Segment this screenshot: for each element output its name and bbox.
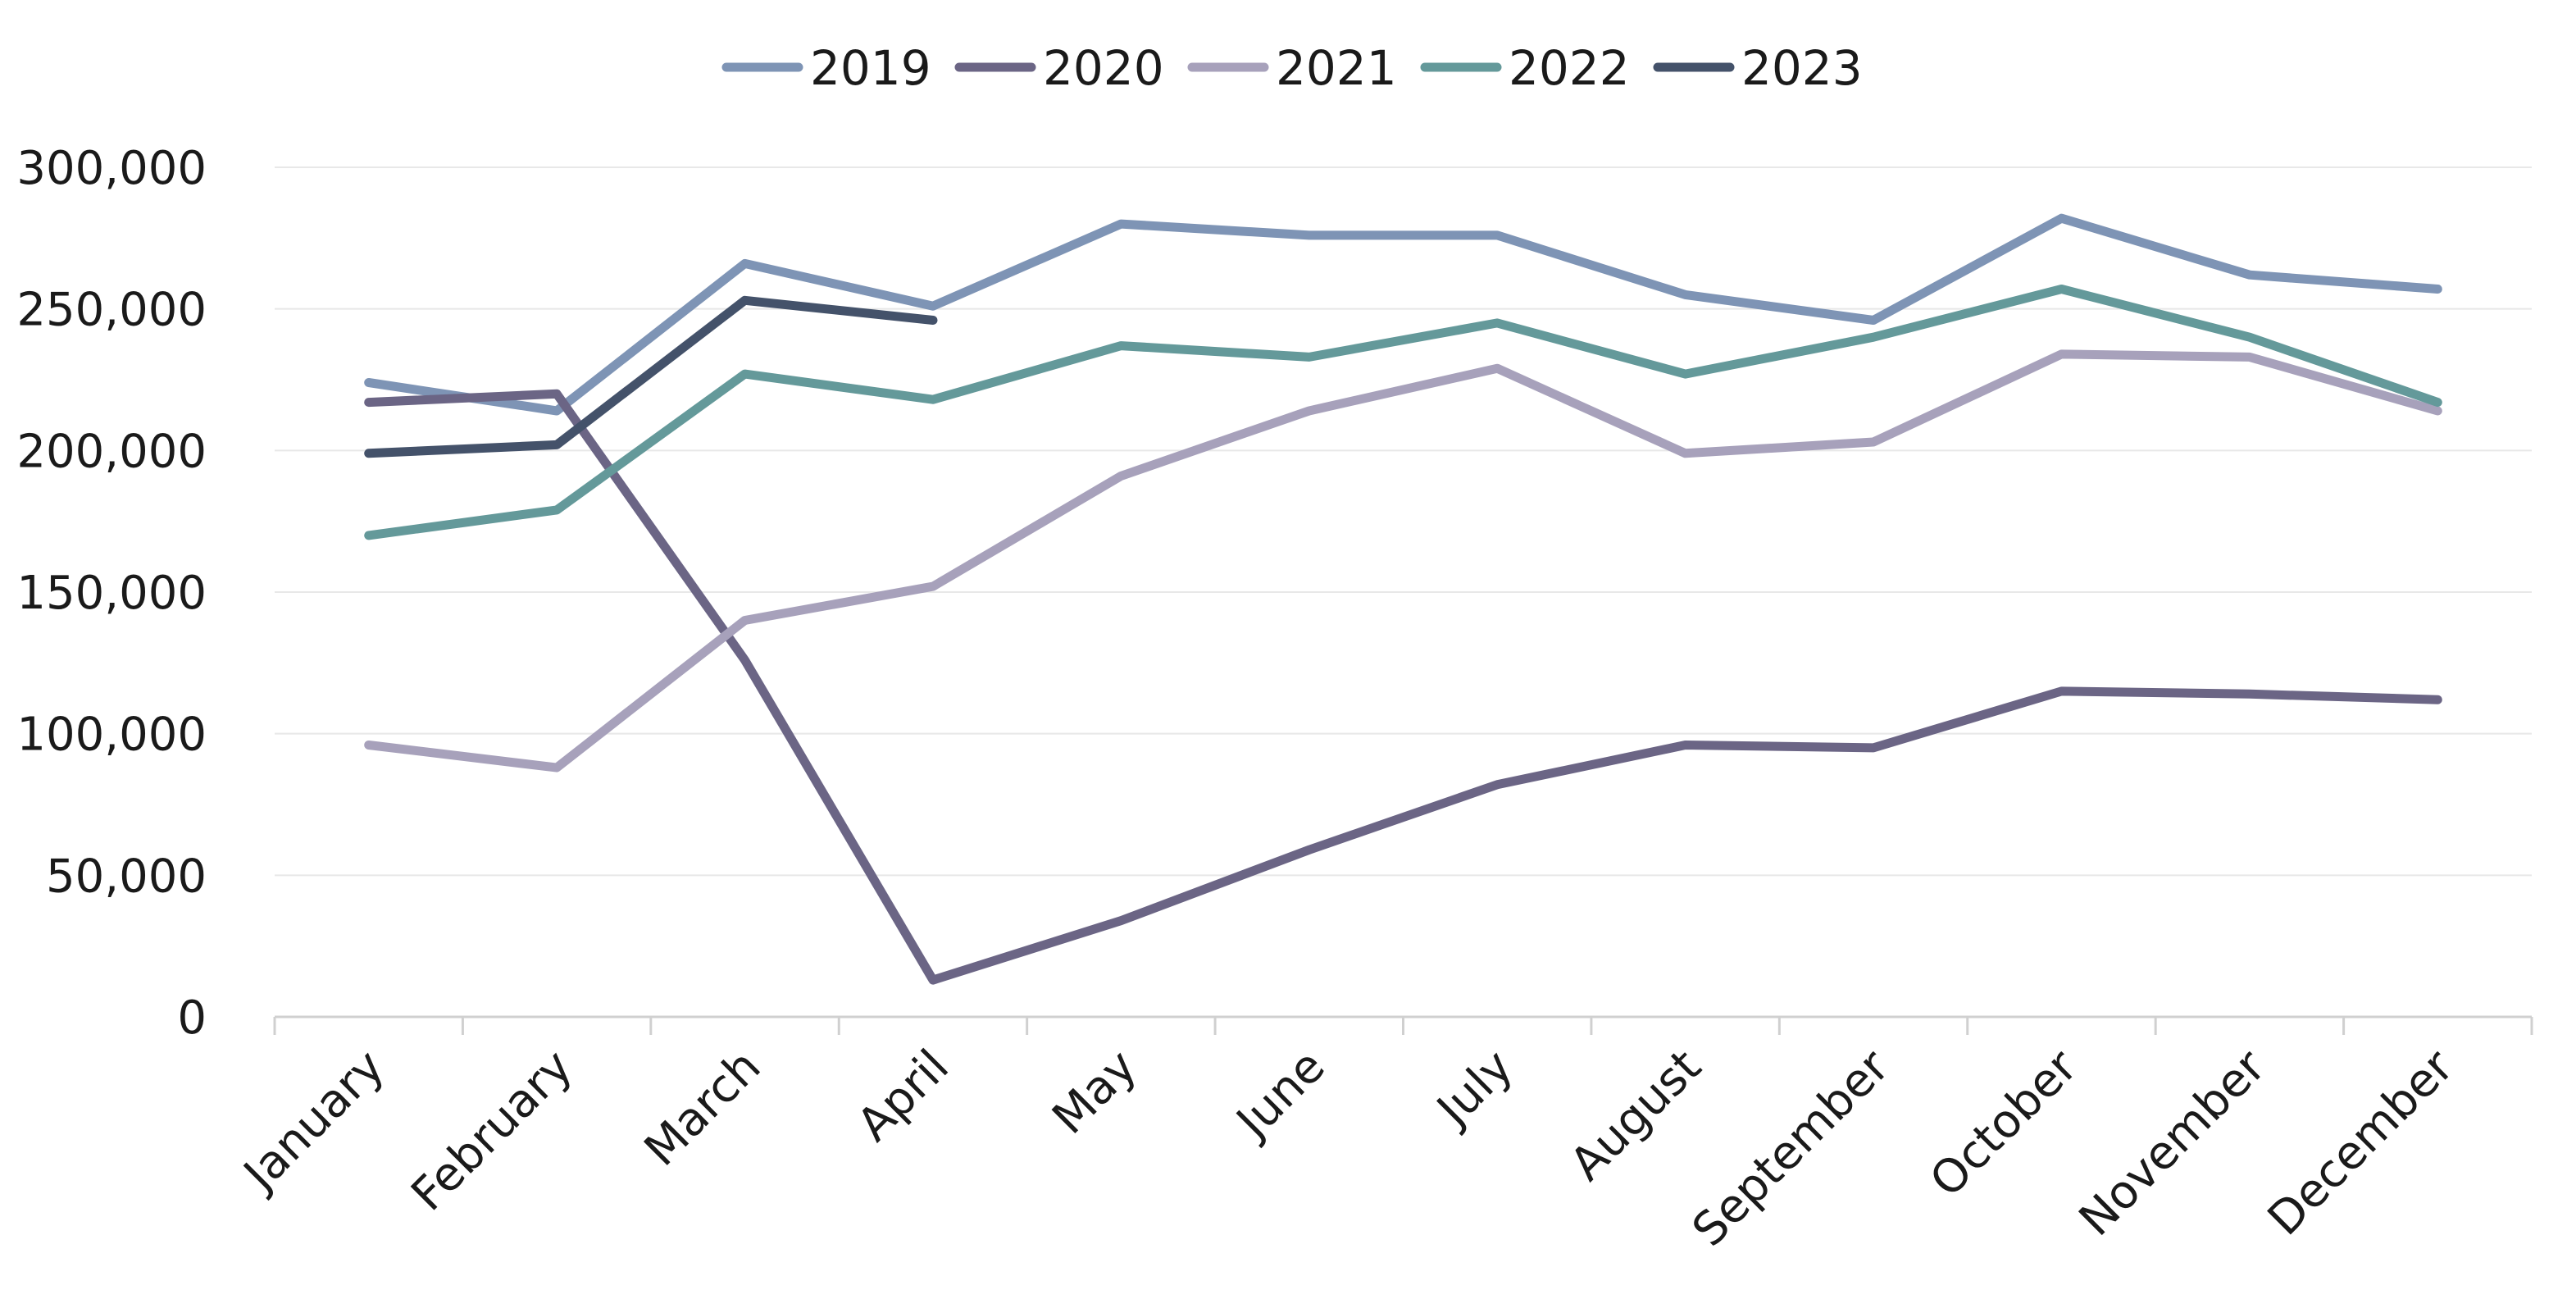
legend-item-2019: 2019 [721,40,931,96]
series-line-2021 [364,349,2442,772]
y-tick-label: 200,000 [16,425,207,478]
series-line-2022 [364,285,2442,540]
y-tick-label: 250,000 [16,284,207,337]
legend-item-2021: 2021 [1187,40,1397,96]
gridlines [275,166,2532,877]
x-tick-label: August [1560,1040,1712,1192]
legend-item-2022: 2022 [1420,40,1630,96]
x-tick-label: February [402,1040,583,1221]
x-tick-label: June [1225,1040,1335,1150]
legend-label: 2019 [810,40,931,96]
series-lines [364,213,2442,985]
x-tick-label: November [2069,1039,2277,1246]
legend-item-2023: 2023 [1653,40,1863,96]
x-tick-label: October [1920,1039,2088,1207]
x-tick-label: July [1426,1040,1523,1137]
x-axis: January February March April May June July Augu… [232,1015,2533,1257]
y-tick-label: 50,000 [46,850,207,903]
legend-item-2020: 2020 [954,40,1164,96]
x-tick-label: May [1042,1040,1147,1145]
y-tick-label: 100,000 [16,709,207,762]
y-tick-label: 300,000 [16,142,207,195]
series-line-2023 [364,295,938,458]
legend: 2019 2020 2021 2022 2023 [721,40,1863,96]
legend-label: 2023 [1741,40,1863,96]
legend-label: 2022 [1509,40,1630,96]
legend-label: 2021 [1276,40,1397,96]
legend-label: 2020 [1043,40,1164,96]
x-tick-label: September [1682,1039,1900,1257]
series-line-2020 [364,389,2442,985]
y-tick-label: 0 [177,991,207,1045]
x-tick-label: January [232,1040,394,1202]
y-axis: 0 50,000 100,000 150,000 200,000 250,000 300,0… [16,142,207,1045]
x-tick-label: April [847,1040,958,1151]
y-tick-label: 150,000 [16,567,207,620]
x-tick-label: March [635,1040,771,1177]
series-line-2019 [364,213,2442,416]
x-tick-label: December [2258,1039,2464,1246]
